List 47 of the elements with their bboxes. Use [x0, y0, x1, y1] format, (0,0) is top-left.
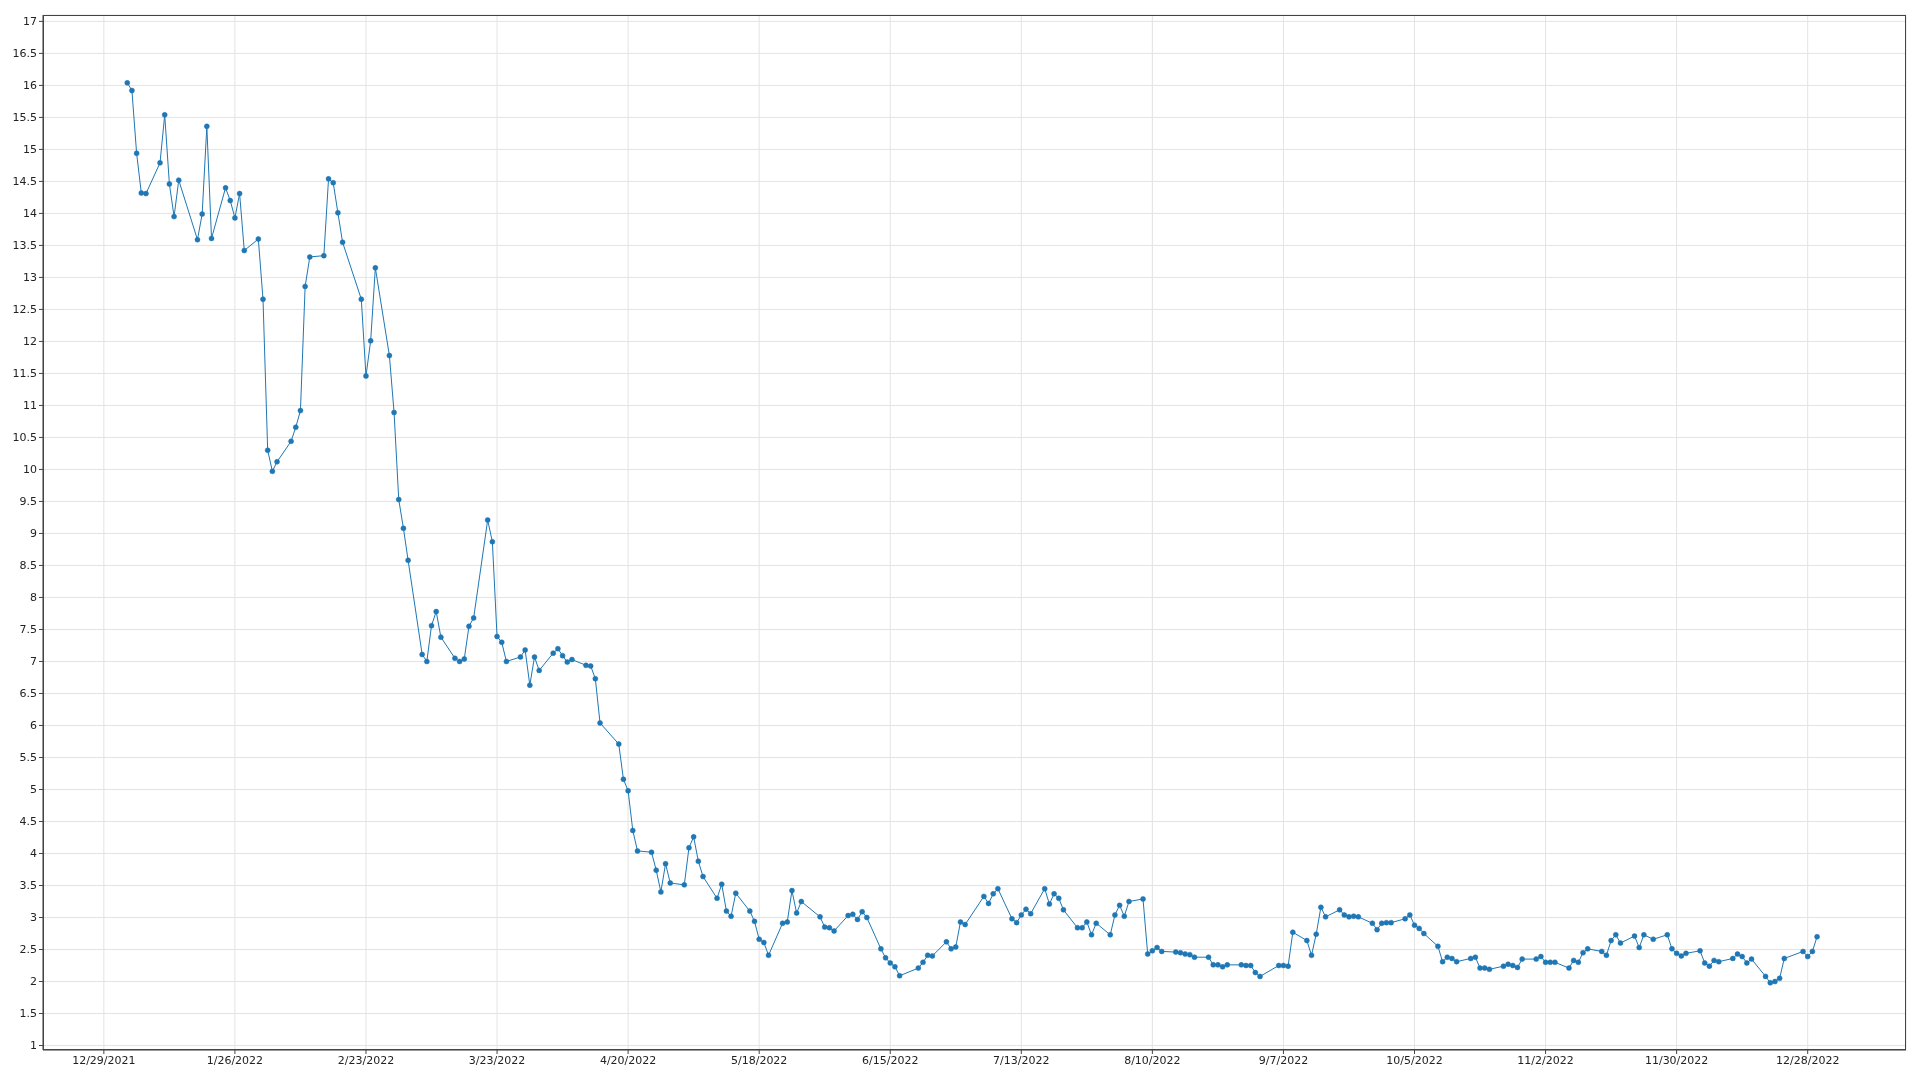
y-tick-label: 5.5: [19, 751, 37, 765]
y-tick-label: 2.5: [19, 943, 37, 957]
y-tick-label: 6: [30, 719, 37, 733]
y-tick-label: 3.5: [19, 879, 37, 893]
y-tick-label: 10: [23, 463, 37, 477]
x-tick-label: 6/15/2022: [862, 1053, 919, 1067]
y-tick-label: 9: [30, 527, 37, 541]
y-tick-label: 11: [23, 399, 37, 413]
y-tick-label: 13.5: [12, 239, 37, 253]
y-tick-label: 16: [23, 79, 37, 93]
x-tick-label: 12/28/2022: [1776, 1053, 1840, 1067]
x-tick-label: 3/23/2022: [468, 1053, 526, 1067]
y-tick-label: 13: [23, 271, 37, 285]
x-tick-label: 9/7/2022: [1258, 1053, 1309, 1067]
x-tick-label: 8/10/2022: [1124, 1053, 1181, 1067]
y-tick-label: 14.5: [12, 175, 37, 189]
x-tick-label: 1/26/2022: [206, 1053, 264, 1067]
x-tick-label: 5/18/2022: [730, 1053, 788, 1067]
y-tick-label: 12: [23, 335, 37, 349]
x-tick-label: 11/2/2022: [1517, 1053, 1574, 1067]
x-tick-label: 4/20/2022: [599, 1053, 657, 1067]
y-tick-label: 16.5: [12, 47, 37, 61]
y-tick-label: 15: [23, 143, 37, 157]
y-tick-label: 1: [30, 1039, 37, 1053]
y-tick-label: 4.5: [19, 815, 37, 829]
x-tick-label: 7/13/2022: [993, 1053, 1050, 1067]
y-tick-label: 14: [23, 207, 37, 221]
x-tick-label: 12/29/2021: [72, 1053, 136, 1067]
y-tick-label: 12.5: [12, 303, 37, 317]
x-tick-label: 11/30/2022: [1644, 1053, 1709, 1067]
y-tick-label: 6.5: [19, 687, 37, 701]
x-tick-label: 10/5/2022: [1386, 1053, 1443, 1067]
y-tick-label: 7.5: [19, 623, 37, 637]
y-tick-label: 8: [30, 591, 37, 605]
x-tick-label: 2/23/2022: [337, 1053, 395, 1067]
y-tick-label: 8.5: [19, 559, 37, 573]
y-tick-label: 9.5: [19, 495, 37, 509]
y-tick-label: 11.5: [12, 367, 37, 381]
y-tick-label: 15.5: [12, 111, 37, 125]
y-tick-label: 1.5: [19, 1007, 37, 1021]
y-tick-label: 5: [30, 783, 37, 797]
y-tick-label: 17: [23, 15, 37, 29]
y-tick-label: 3: [30, 911, 37, 925]
y-tick-label: 2: [30, 975, 37, 989]
y-tick-label: 10.5: [12, 431, 37, 445]
y-tick-label: 7: [30, 655, 37, 669]
y-tick-label: 4: [30, 847, 37, 861]
